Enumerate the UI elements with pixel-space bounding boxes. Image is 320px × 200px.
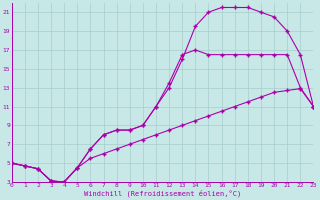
X-axis label: Windchill (Refroidissement éolien,°C): Windchill (Refroidissement éolien,°C)	[84, 190, 241, 197]
